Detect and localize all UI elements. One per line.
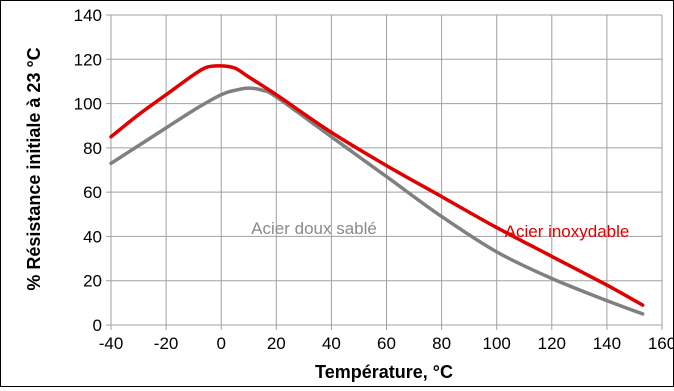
series-line-acier-inoxydable: [109, 64, 645, 307]
x-tick-label: 20: [267, 334, 286, 353]
series-label-acier-inox: Acier inoxydable: [505, 222, 630, 241]
y-tick-label: 60: [83, 183, 102, 202]
y-tick-label: 140: [74, 6, 102, 25]
x-tick-label: -20: [154, 334, 179, 353]
series-label-acier-doux: Acier doux sablé: [251, 219, 377, 238]
series-lines: [109, 64, 645, 316]
x-tick-label: 100: [483, 334, 511, 353]
y-tick-label: 120: [74, 50, 102, 69]
x-tick-labels: -40 -20 0 20 40 60 80 100 120 140 160: [99, 334, 674, 353]
y-axis-title: % Résistance initiale à 23 °C: [24, 47, 44, 290]
y-tick-labels: 0 20 40 60 80 100 120 140: [74, 6, 102, 335]
x-tick-label: 140: [593, 334, 621, 353]
x-axis-title: Température, °C: [315, 362, 453, 382]
x-tick-label: 60: [377, 334, 396, 353]
x-tick-label: 120: [538, 334, 566, 353]
grid-lines: [106, 14, 663, 330]
axes: [110, 15, 662, 326]
series-line-acier-doux-sable: [109, 86, 645, 316]
x-tick-label: 160: [648, 334, 673, 353]
y-tick-label: 0: [93, 316, 102, 335]
y-tick-label: 80: [83, 139, 102, 158]
x-tick-label: -40: [99, 334, 124, 353]
x-tick-label: 0: [216, 334, 225, 353]
x-tick-label: 80: [432, 334, 451, 353]
x-tick-label: 40: [322, 334, 341, 353]
y-tick-label: 40: [83, 227, 102, 246]
y-tick-label: 20: [83, 272, 102, 291]
y-tick-label: 100: [74, 95, 102, 114]
